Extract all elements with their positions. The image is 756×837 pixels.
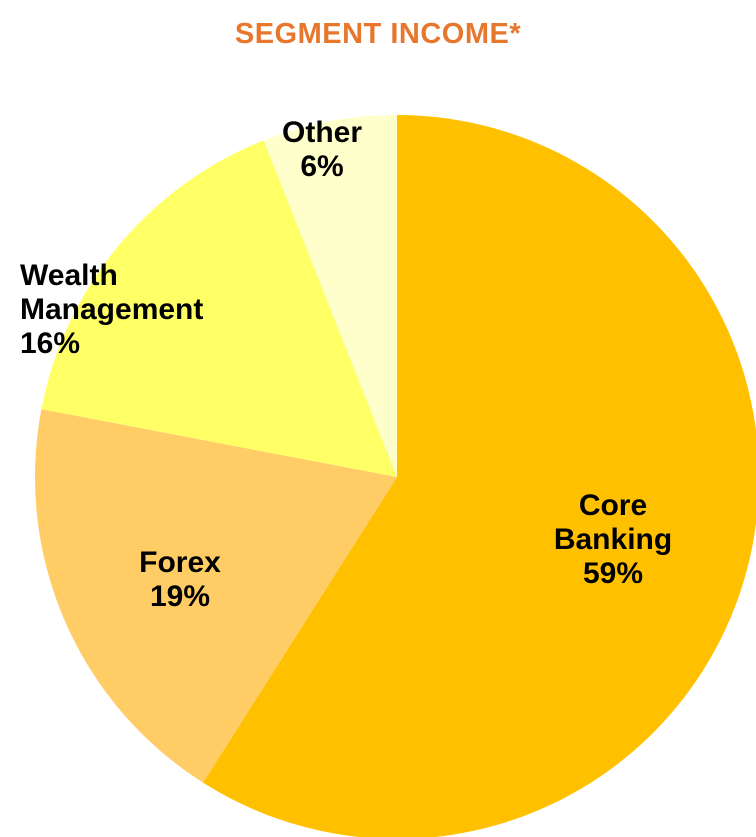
value-label: 59% [582, 557, 644, 590]
slice-label: Other 6% [282, 116, 362, 184]
pie-slice [203, 115, 756, 837]
category-label: Other [281, 116, 363, 149]
value-label: 6% [300, 150, 344, 183]
category-label: Forex [139, 546, 221, 579]
pie-slice [263, 115, 397, 477]
pie-slice [41, 140, 397, 478]
slice-label: Forex 19% [139, 546, 221, 614]
chart-title: SEGMENT INCOME* [234, 18, 522, 50]
value-label: 16% [20, 327, 81, 360]
slice-label: Core Banking 59% [554, 489, 672, 591]
slice-label: Wealth Management 16% [20, 259, 203, 361]
category-label: Wealth Management [20, 259, 204, 326]
pie-slice [35, 409, 398, 783]
value-label: 19% [149, 580, 211, 613]
category-label: Core Banking [553, 489, 673, 556]
